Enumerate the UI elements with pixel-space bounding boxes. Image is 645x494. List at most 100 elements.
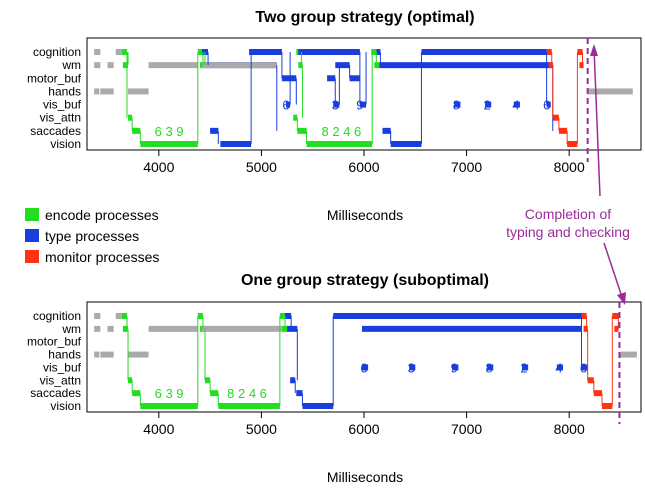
x-tick-label-8000: 8000 — [554, 421, 585, 437]
segment-monitor-processes-1 — [548, 62, 553, 69]
segment-type-processes-2 — [210, 127, 219, 134]
digit-label-8: 6 — [580, 360, 587, 375]
segment-gray-6 — [128, 88, 149, 95]
segment-type-processes-5 — [333, 313, 582, 319]
chart-2-xlabel: Milliseconds — [327, 469, 403, 485]
segment-type-processes-9 — [333, 101, 340, 108]
lane-label-vis_attn: vis_attn — [40, 373, 81, 387]
segment-monitor-processes-2 — [587, 377, 594, 384]
digit-label-3: 3 — [408, 360, 415, 375]
legend-label-monitor: monitor processes — [45, 249, 159, 265]
x-tick-label-5000: 5000 — [246, 421, 277, 437]
segment-gray-5 — [115, 313, 122, 319]
segment-monitor-processes-6 — [579, 62, 584, 69]
digit-label-0: 6 3 9 — [155, 386, 184, 401]
lane-label-cognition: cognition — [33, 45, 81, 59]
lane-label-vis_buf: vis_buf — [43, 360, 82, 374]
segment-gray-3 — [107, 325, 114, 332]
segment-monitor-processes-0 — [581, 313, 587, 319]
segment-gray-9 — [587, 88, 633, 95]
segment-encode-processes-5 — [197, 313, 203, 319]
x-tick-label-8000: 8000 — [554, 159, 585, 175]
segment-type-processes-8 — [327, 75, 336, 82]
segment-gray-2 — [94, 88, 100, 95]
digit-label-3: 3 — [332, 98, 339, 113]
segment-monitor-processes-4 — [602, 403, 613, 409]
segment-type-processes-6 — [286, 101, 291, 108]
segment-type-processes-0 — [285, 313, 292, 319]
annotation-arrowhead-up — [590, 44, 598, 56]
segment-encode-processes-1 — [122, 325, 129, 332]
annotation-line2: typing and checking — [506, 224, 630, 240]
chart-panel-2: cognitionwmmotor_bufhandsvis_bufvis_attn… — [27, 301, 642, 437]
segment-type-processes-15 — [382, 127, 391, 134]
segment-encode-processes-10 — [297, 127, 307, 134]
segment-gray-5 — [115, 49, 122, 55]
segment-gray-7 — [148, 325, 198, 332]
segment-encode-processes-2 — [128, 377, 133, 384]
segment-encode-processes-3 — [132, 390, 141, 397]
digit-label-5: 8 — [453, 98, 460, 113]
segment-type-processes-8 — [409, 364, 416, 371]
digit-label-7: 4 — [555, 360, 562, 375]
digit-label-2: 6 — [360, 360, 367, 375]
segment-gray-4 — [100, 351, 114, 358]
segment-encode-processes-4 — [140, 141, 198, 147]
segment-encode-processes-0 — [121, 313, 128, 319]
segment-gray-0 — [94, 313, 101, 319]
segment-encode-processes-4 — [140, 403, 198, 409]
segment-gray-9 — [620, 351, 637, 358]
chart-1-title: Two group strategy (optimal) — [255, 9, 474, 26]
segment-monitor-processes-3 — [593, 390, 603, 397]
segment-gray-2 — [94, 351, 100, 358]
digit-label-1: 8 2 4 6 — [322, 124, 362, 139]
digit-label-4: 9 — [451, 360, 458, 375]
x-tick-label-5000: 5000 — [246, 159, 277, 175]
lane-label-motor_buf: motor_buf — [27, 335, 82, 349]
segment-encode-processes-2 — [128, 114, 133, 121]
lane-label-saccades: saccades — [30, 124, 81, 138]
segment-encode-processes-8 — [210, 390, 219, 397]
legend-swatch-monitor — [25, 250, 39, 263]
segment-encode-processes-12 — [371, 49, 377, 55]
lane-label-vis_buf: vis_buf — [43, 98, 82, 112]
segment-encode-processes-13 — [374, 62, 380, 69]
segment-encode-processes-9 — [293, 114, 298, 121]
segment-encode-processes-7 — [204, 377, 211, 384]
lane-label-vision: vision — [50, 399, 81, 413]
segment-encode-processes-8 — [298, 62, 303, 69]
segment-gray-8 — [201, 325, 282, 332]
segment-type-processes-13 — [581, 364, 588, 371]
segment-monitor-processes-0 — [546, 49, 552, 55]
segment-gray-7 — [148, 62, 198, 69]
digit-label-1: 8 2 4 6 — [227, 386, 267, 401]
segment-type-processes-7 — [298, 49, 360, 55]
segment-gray-6 — [128, 351, 149, 358]
segment-monitor-processes-2 — [552, 114, 559, 121]
lane-label-wm: wm — [61, 322, 81, 336]
segment-encode-processes-1 — [121, 49, 128, 55]
lane-label-wm: wm — [61, 58, 81, 72]
segment-type-processes-2 — [290, 377, 296, 384]
lane-label-saccades: saccades — [30, 386, 81, 400]
segment-gray-0 — [94, 49, 101, 55]
segment-type-processes-18 — [454, 101, 461, 108]
x-tick-label-4000: 4000 — [143, 421, 174, 437]
segment-type-processes-13 — [376, 49, 381, 55]
legend-label-encode: encode processes — [45, 207, 159, 223]
x-tick-label-7000: 7000 — [451, 421, 482, 437]
segment-monitor-processes-3 — [558, 127, 568, 134]
annotation-line1: Completion of — [525, 206, 611, 222]
x-tick-label-4000: 4000 — [143, 159, 174, 175]
segment-encode-processes-11 — [281, 325, 288, 332]
segment-gray-4 — [100, 88, 114, 95]
segment-type-processes-16 — [390, 141, 422, 147]
segment-type-processes-12 — [556, 364, 564, 371]
lane-label-vis_attn: vis_attn — [40, 111, 81, 125]
segment-gray-8 — [201, 62, 277, 69]
lane-label-motor_buf: motor_buf — [27, 71, 82, 85]
segment-type-processes-5 — [281, 75, 297, 82]
segment-type-processes-20 — [513, 101, 520, 108]
x-tick-label-6000: 6000 — [348, 159, 379, 175]
lane-label-hands: hands — [48, 84, 81, 98]
